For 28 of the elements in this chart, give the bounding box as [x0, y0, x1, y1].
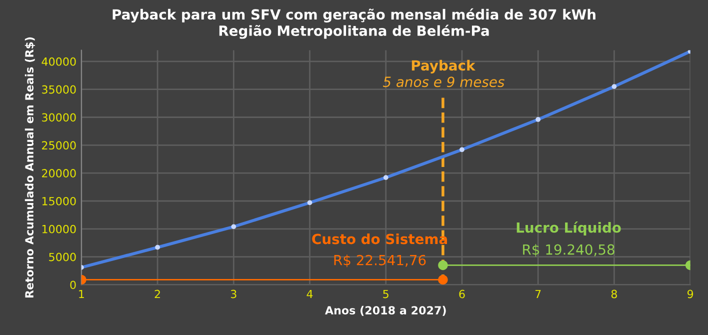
- x-tick-label: 9: [687, 290, 694, 298]
- y-tick-label: 40000: [42, 57, 76, 66]
- x-tick-label: 5: [383, 290, 388, 298]
- y-axis-title: Retorno Acumulado Annual em Reais (R$): [24, 37, 35, 298]
- x-tick-label: 7: [535, 290, 541, 298]
- y-tick-label: 30000: [42, 113, 76, 122]
- line-series: [81, 50, 690, 270]
- x-tick-label: 6: [459, 290, 465, 298]
- annotation: 5 anos e 9 meses: [382, 76, 504, 88]
- annotation: R$ 19.240,58: [523, 244, 614, 257]
- annotation: R$ 22.541,76: [334, 254, 426, 268]
- x-tick-label: 1: [79, 290, 84, 298]
- annotation: Custo do Sistema: [312, 233, 447, 244]
- x-tick-label: 2: [154, 290, 160, 298]
- y-tick-label: 0: [70, 280, 76, 290]
- x-tick-label: 4: [306, 290, 313, 298]
- y-tick-label: 25000: [42, 141, 76, 150]
- y-tick-label: 35000: [42, 85, 76, 94]
- x-axis-title: Anos (2018 a 2027): [324, 306, 446, 316]
- y-tick-label: 10000: [42, 224, 76, 234]
- x-tick-label: 8: [611, 290, 617, 298]
- x-tick-label: 3: [230, 290, 236, 298]
- y-tick-label: 15000: [42, 196, 76, 206]
- y-tick-label: 20000: [42, 169, 76, 178]
- y-tick-label: 5000: [49, 252, 76, 262]
- chart-title: Payback para um SFV com geração mensal média de 307 kWh Região Metropolitana de Belém-Pa: [112, 8, 596, 39]
- annotation: Lucro Líquido: [516, 221, 621, 236]
- ref-line-label: Payback: [412, 60, 476, 74]
